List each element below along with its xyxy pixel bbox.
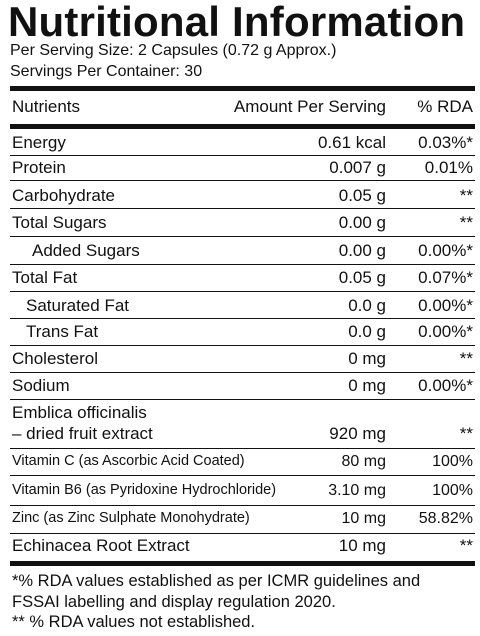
header-rda: % RDA (417, 97, 473, 116)
divider-thick (10, 561, 475, 566)
nutrient-rda: 0.03%* (418, 133, 473, 152)
nutrient-amount: 0.00 g (338, 241, 386, 260)
nutrient-rda: 100% (432, 482, 473, 499)
footnote: *% RDA values established as per ICMR gu… (12, 572, 421, 590)
row-divider (10, 399, 475, 400)
nutrient-name: Added Sugars (32, 241, 140, 260)
nutrient-rda: 0.00%* (418, 376, 473, 395)
nutrient-name: Carbohydrate (12, 186, 116, 205)
nutrient-amount: 0.0 g (348, 296, 386, 315)
nutrient-rda: ** (459, 213, 473, 232)
row-divider (10, 475, 475, 476)
row-divider (10, 372, 475, 373)
row-divider (10, 505, 475, 506)
nutrient-amount: 0.0 g (348, 322, 386, 341)
nutrient-amount: 0.05 g (338, 268, 386, 287)
nutrient-name: Vitamin B6 (as Pyridoxine Hydrochloride) (12, 482, 277, 498)
nutrient-name: Sodium (12, 376, 70, 395)
nutrient-rda: 0.00%* (418, 322, 473, 341)
nutrient-rda: ** (459, 536, 473, 555)
nutrient-amount: 80 mg (341, 453, 386, 470)
row-divider (10, 291, 475, 292)
nutrient-name: Vitamin C (as Ascorbic Acid Coated) (12, 453, 245, 469)
divider-thick (10, 124, 475, 129)
serving-size: Per Serving Size: 2 Capsules (0.72 g App… (10, 42, 337, 59)
row-divider (10, 180, 475, 181)
nutrient-amount: 3.10 mg (328, 482, 386, 499)
nutrient-name: Cholesterol (12, 349, 98, 368)
nutrient-rda: 0.07%* (418, 268, 473, 287)
header-nutrients: Nutrients (12, 97, 81, 116)
nutrient-name: Protein (12, 158, 66, 177)
row-divider (10, 236, 475, 237)
divider-thick (10, 86, 475, 91)
nutrient-amount: 0 mg (348, 349, 386, 368)
servings-per-container: Servings Per Container: 30 (10, 63, 203, 80)
footnote: FSSAI labelling and display regulation 2… (12, 593, 336, 611)
nutrient-rda: ** (459, 349, 473, 368)
nutrient-rda: ** (459, 186, 473, 205)
nutrient-name: Total Fat (12, 268, 78, 287)
row-divider (10, 264, 475, 265)
row-divider (10, 345, 475, 346)
nutrient-name: Total Sugars (12, 213, 107, 232)
header-amount: Amount Per Serving (233, 97, 386, 116)
nutrient-name: Energy (12, 133, 66, 152)
row-divider (10, 448, 475, 449)
nutrient-rda: 100% (432, 453, 473, 470)
row-divider (10, 155, 475, 156)
nutrient-rda: 0.00%* (418, 296, 473, 315)
nutrient-amount: 0.007 g (329, 158, 386, 177)
nutrient-name: Echinacea Root Extract (12, 536, 190, 555)
row-divider (10, 208, 475, 209)
nutrient-amount: 10 mg (338, 536, 386, 555)
nutrient-rda: 0.00%* (418, 241, 473, 260)
nutrient-amount: 920 mg (329, 424, 386, 443)
nutrient-amount: 0.05 g (338, 186, 386, 205)
row-divider (10, 318, 475, 319)
nutrient-rda: ** (459, 424, 473, 443)
nutrient-amount: 0.61 kcal (317, 133, 386, 152)
table-row: Emblica officinalis – dried fruit extrac… (12, 403, 473, 447)
nutrient-name: Emblica officinalis (12, 403, 147, 422)
nutrient-name: Saturated Fat (26, 296, 130, 315)
panel-title: Nutritional Information (8, 0, 466, 45)
nutrient-name-continued: – dried fruit extract (12, 424, 153, 443)
row-divider (10, 533, 475, 534)
nutrient-rda: 0.01% (424, 158, 473, 177)
nutrient-amount: 0.00 g (338, 213, 386, 232)
nutrient-name: Zinc (as Zinc Sulphate Monohydrate) (12, 510, 250, 526)
footnote: ** % RDA values not established. (12, 613, 256, 631)
nutrient-amount: 10 mg (341, 510, 386, 527)
nutrient-name: Trans Fat (26, 322, 99, 341)
nutrient-rda: 58.82% (418, 510, 473, 527)
nutrient-amount: 0 mg (348, 376, 386, 395)
